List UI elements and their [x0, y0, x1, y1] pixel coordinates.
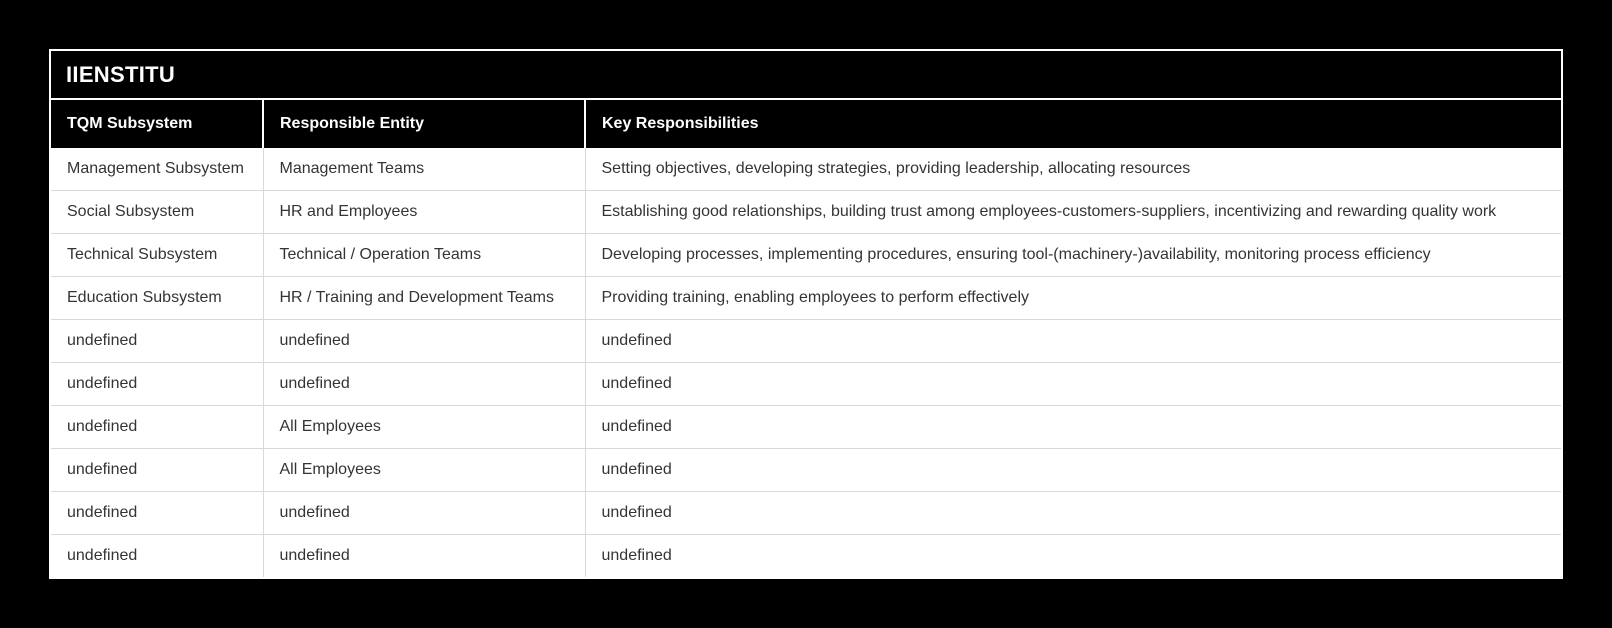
table-cell: undefined — [584, 534, 1561, 577]
table-row: undefined undefined undefined — [51, 534, 1561, 577]
table-cell: Social Subsystem — [51, 190, 263, 234]
table-cell: undefined — [262, 534, 585, 577]
table-cell: Developing processes, implementing proce… — [584, 233, 1561, 277]
table-cell: undefined — [51, 491, 263, 535]
tqm-table-card: IIENSTITU TQM Subsystem Responsible Enti… — [49, 49, 1563, 579]
table-cell: undefined — [262, 491, 585, 535]
table-cell: undefined — [584, 491, 1561, 535]
column-header-tqm-subsystem: TQM Subsystem — [51, 100, 263, 148]
table-cell: undefined — [51, 405, 263, 449]
table-cell: All Employees — [262, 448, 585, 492]
table-cell: HR / Training and Development Teams — [262, 276, 585, 320]
table-cell: Technical / Operation Teams — [262, 233, 585, 277]
column-header-responsible-entity: Responsible Entity — [262, 100, 585, 148]
table-row: undefined All Employees undefined — [51, 405, 1561, 449]
table-cell: Technical Subsystem — [51, 233, 263, 277]
table-cell: undefined — [584, 319, 1561, 363]
table-cell: Providing training, enabling employees t… — [584, 276, 1561, 320]
table-cell: undefined — [584, 405, 1561, 449]
table-cell: undefined — [584, 448, 1561, 492]
table-cell: undefined — [51, 534, 263, 577]
column-header-key-responsibilities: Key Responsibilities — [584, 100, 1561, 148]
table-row: Social Subsystem HR and Employees Establis… — [51, 190, 1561, 234]
table-header-row: TQM Subsystem Responsible Entity Key Res… — [51, 100, 1561, 148]
table-cell: undefined — [51, 448, 263, 492]
table-row: Education Subsystem HR / Training and Dev… — [51, 276, 1561, 320]
table-row: undefined undefined undefined — [51, 319, 1561, 363]
table-cell: undefined — [262, 319, 585, 363]
table-cell: Setting objectives, developing strategie… — [584, 148, 1561, 191]
table-row: undefined undefined undefined — [51, 491, 1561, 535]
table-row: undefined undefined undefined — [51, 362, 1561, 406]
table-row: Management Subsystem Management Teams Sett… — [51, 148, 1561, 191]
table-body: Management Subsystem Management Teams Sett… — [51, 148, 1561, 577]
table-cell: undefined — [584, 362, 1561, 406]
table-header: TQM Subsystem Responsible Entity Key Res… — [51, 100, 1561, 148]
tqm-table: TQM Subsystem Responsible Entity Key Res… — [51, 100, 1561, 577]
table-cell: undefined — [51, 319, 263, 363]
table-cell: Management Subsystem — [51, 148, 263, 191]
table-row: undefined All Employees undefined — [51, 448, 1561, 492]
table-cell: Management Teams — [262, 148, 585, 191]
page-title: IIENSTITU — [51, 51, 1561, 100]
table-cell: Education Subsystem — [51, 276, 263, 320]
table-cell: All Employees — [262, 405, 585, 449]
table-cell: undefined — [262, 362, 585, 406]
table-cell: Establishing good relationships, buildin… — [584, 190, 1561, 234]
table-row: Technical Subsystem Technical / Operation… — [51, 233, 1561, 277]
table-cell: undefined — [51, 362, 263, 406]
table-cell: HR and Employees — [262, 190, 585, 234]
